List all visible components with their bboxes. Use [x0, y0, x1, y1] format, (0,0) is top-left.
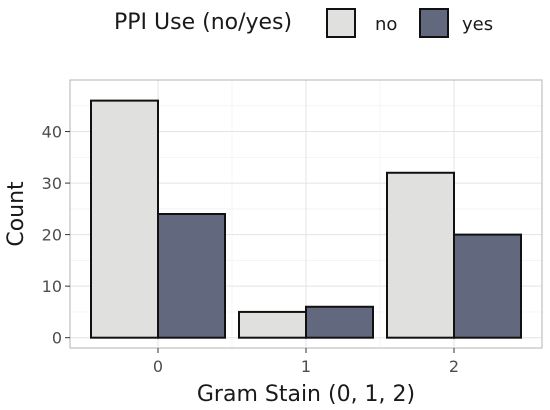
bar-no-2 — [386, 171, 455, 339]
y-tick-label: 0 — [52, 329, 62, 348]
legend-title: PPI Use (no/yes) — [114, 10, 293, 35]
x-axis: 0 1 2 — [153, 348, 459, 376]
x-tick-label: 1 — [301, 357, 311, 376]
bar-no-1 — [238, 310, 307, 339]
legend-label-yes: yes — [462, 14, 494, 35]
x-tick-label: 2 — [449, 357, 459, 376]
bars — [90, 99, 522, 339]
y-axis-title: Count — [4, 181, 29, 247]
y-axis: 0 10 20 30 40 — [42, 123, 70, 348]
bar-yes-2 — [453, 233, 522, 339]
bar-yes-1 — [305, 305, 374, 339]
legend: PPI Use (no/yes) no yes — [0, 0, 550, 50]
bar-yes-0 — [157, 213, 226, 339]
x-tick-label: 0 — [153, 357, 163, 376]
y-tick-label: 20 — [42, 226, 62, 245]
legend-label-no: no — [375, 14, 398, 35]
y-tick-label: 40 — [42, 123, 62, 142]
y-tick-label: 30 — [42, 174, 62, 193]
x-axis-title: Gram Stain (0, 1, 2) — [197, 382, 415, 407]
y-tick-label: 10 — [42, 277, 62, 296]
bar-no-0 — [90, 99, 159, 339]
legend-swatch-no — [326, 8, 356, 38]
legend-swatch-yes — [419, 8, 449, 38]
